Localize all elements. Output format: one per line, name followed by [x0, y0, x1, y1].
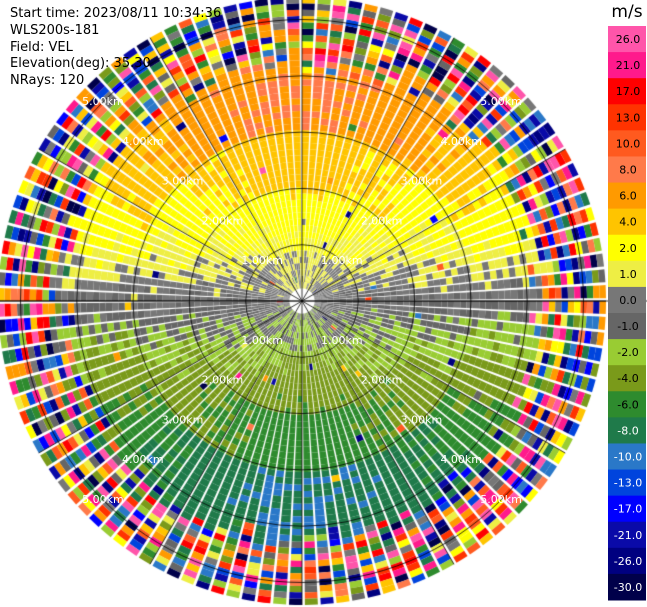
colorbar-tick-label: -30.0 — [614, 581, 642, 594]
colorbar-swatch — [608, 104, 646, 131]
colorbar-tick-label: 26.0 — [616, 33, 641, 46]
start-time-label: Start time: 2023/08/11 10:34:36 — [10, 6, 222, 21]
colorbar-tick-label: -13.0 — [614, 477, 642, 490]
colorbar-tick-label: -4.0 — [617, 372, 638, 385]
range-ring-label: 2.00km — [361, 214, 403, 227]
colorbar-tick-label: -1.0 — [617, 320, 638, 333]
colorbar-swatch — [608, 182, 646, 210]
range-ring-label: 1.00km — [321, 334, 363, 347]
range-ring-label: 5.00km — [480, 493, 522, 506]
nrays-label: NRays: 120 — [10, 73, 85, 89]
colorbar-swatch — [608, 52, 646, 79]
colorbar-tick-label: -8.0 — [617, 424, 638, 437]
colorbar-tick-label: -17.0 — [614, 503, 642, 516]
range-ring-label: 5.00km — [480, 95, 522, 108]
colorbar-swatch — [608, 339, 646, 366]
colorbar-tick-label: 21.0 — [616, 59, 641, 72]
colorbar-swatch — [608, 521, 646, 549]
colorbar-tick-label: 2.0 — [619, 242, 637, 255]
colorbar-swatch — [608, 547, 646, 575]
colorbar-swatch — [608, 495, 646, 523]
range-ring-label: 5.00km — [82, 95, 124, 108]
colorbar-tick-label: 6.0 — [619, 190, 637, 203]
range-ring-label: 4.00km — [440, 135, 482, 148]
range-ring-label: 5.00km — [82, 493, 124, 506]
colorbar-tick-label: 1.0 — [619, 268, 637, 281]
range-ring-label: 1.00km — [321, 254, 363, 267]
range-ring-label: 2.00km — [202, 214, 244, 227]
colorbar-swatch — [608, 469, 646, 497]
colorbar-tick-label: 0.0 — [619, 294, 637, 307]
colorbar-tick-label: 10.0 — [616, 137, 641, 150]
range-ring-label: 1.00km — [241, 334, 283, 347]
range-ring-label: 3.00km — [401, 413, 443, 426]
colorbar-swatch — [608, 313, 646, 340]
colorbar-unit-label: m/s — [611, 2, 642, 22]
colorbar-swatch — [608, 78, 646, 105]
range-ring-label: 4.00km — [440, 453, 482, 466]
colorbar-tick-label: -6.0 — [617, 398, 638, 411]
colorbar-tick-label: 13.0 — [616, 111, 641, 124]
elevation-label: Elevation(deg): 35.30 — [10, 56, 151, 72]
colorbar-tick-label: -21.0 — [614, 529, 642, 542]
field-label: Field: VEL — [10, 39, 73, 55]
colorbar-tick-label: 8.0 — [619, 164, 637, 177]
range-ring-label: 3.00km — [401, 175, 443, 188]
colorbar-tick-label: -26.0 — [614, 555, 642, 568]
range-ring-label: 2.00km — [361, 374, 403, 387]
plot-info: Start time: 2023/08/11 10:34:36 WLS200s-… — [10, 6, 221, 90]
colorbar-swatch — [608, 365, 646, 392]
range-ring-label: 4.00km — [122, 453, 164, 466]
colorbar-swatch — [608, 443, 646, 471]
colorbar-tick-label: -2.0 — [617, 346, 638, 359]
colorbar-swatch — [608, 130, 646, 157]
range-ring-label: 2.00km — [202, 374, 244, 387]
colorbar-swatch — [608, 391, 646, 418]
colorbar-swatch — [608, 417, 646, 444]
instrument-label: WLS200s-181 — [10, 22, 100, 38]
colorbar-tick-label: 4.0 — [619, 216, 637, 229]
colorbar-swatch — [608, 26, 646, 53]
colorbar-tick-label: 17.0 — [616, 85, 641, 98]
colorbar-tick-label: -10.0 — [614, 451, 642, 464]
colorbar-swatch — [608, 208, 646, 236]
range-ring-label: 1.00km — [241, 254, 283, 267]
colorbar-swatch — [608, 573, 646, 601]
colorbar-swatch — [608, 260, 646, 288]
range-ring-label: 3.00km — [162, 413, 204, 426]
colorbar-swatch — [608, 234, 646, 262]
range-ring-label: 3.00km — [162, 175, 204, 188]
range-ring-label: 4.00km — [122, 135, 164, 148]
colorbar-swatch — [608, 156, 646, 184]
colorbar-swatch — [608, 286, 646, 314]
